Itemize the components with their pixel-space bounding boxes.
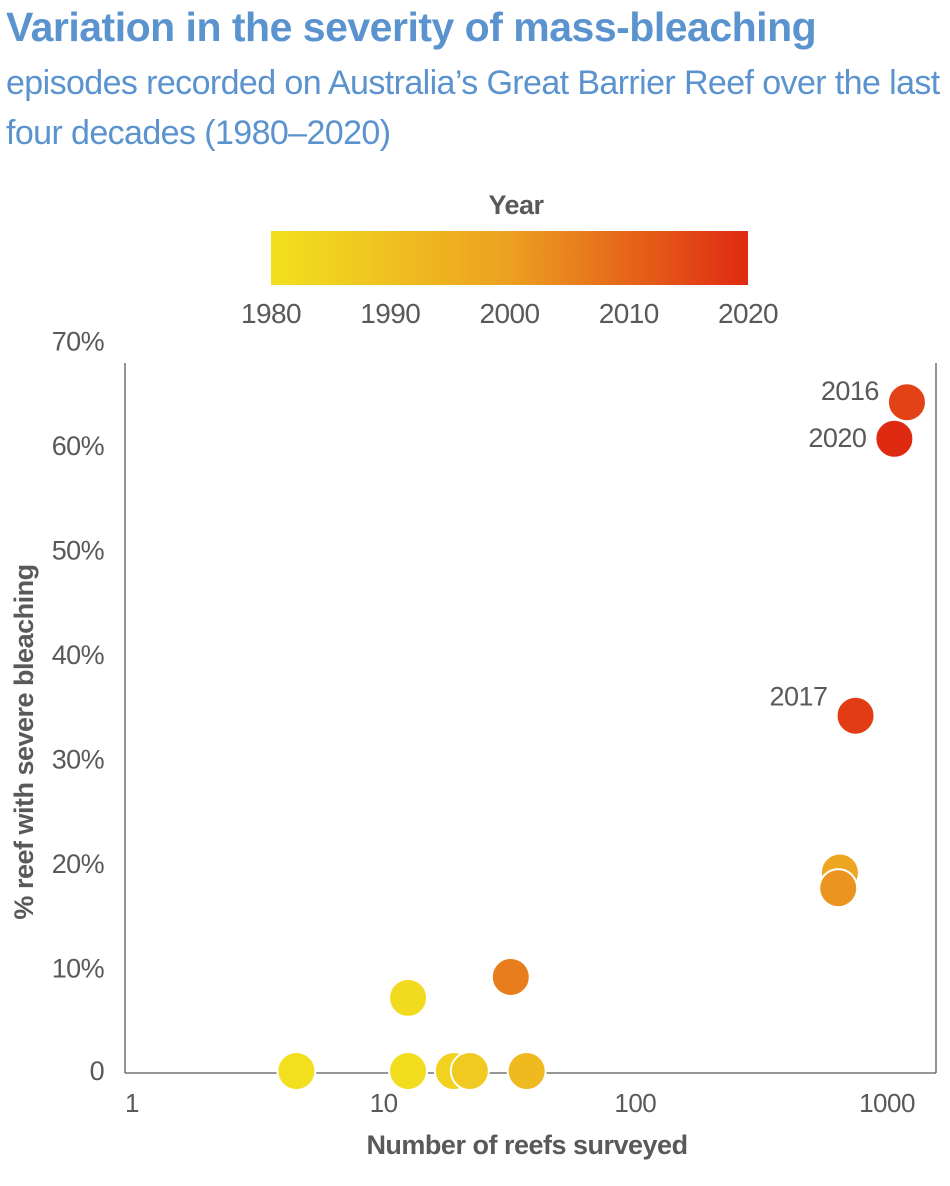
point-label: 2020 — [808, 423, 866, 453]
colorbar-ticks: 1980 1990 2000 2010 2020 — [241, 298, 779, 329]
colorbar-tick-label: 2000 — [480, 298, 540, 329]
data-point — [506, 1051, 547, 1091]
y-tick-labels: 0 10% 20% 30% 40% 50% 60% 70% — [52, 327, 105, 1087]
y-tick-label: 20% — [52, 849, 105, 879]
colorbar-tick-label: 2010 — [599, 298, 659, 329]
colorbar-tick-label: 1980 — [241, 298, 301, 329]
x-tick-label: 1 — [125, 1088, 139, 1118]
y-tick-label: 0 — [90, 1056, 104, 1086]
chart-title: Variation in the severity of mass-bleach… — [6, 4, 817, 50]
x-tick-label: 100 — [614, 1088, 656, 1118]
x-tick-labels: 1 10 100 1000 — [125, 1088, 915, 1118]
colorbar-tick-label: 1990 — [360, 298, 420, 329]
point-label: 2016 — [821, 376, 879, 406]
colorbar — [271, 231, 748, 285]
colorbar-tick-label: 2020 — [718, 298, 778, 329]
y-tick-label: 10% — [52, 954, 105, 984]
data-point — [886, 382, 927, 423]
data-points — [276, 382, 927, 1091]
data-point — [818, 868, 859, 909]
data-point — [490, 956, 531, 997]
data-point — [276, 1051, 317, 1091]
x-tick-label: 1000 — [859, 1088, 915, 1118]
data-point — [874, 418, 915, 459]
data-point — [388, 1051, 429, 1091]
y-tick-label: 40% — [52, 640, 105, 670]
data-point — [835, 695, 876, 736]
plot-axes — [124, 363, 937, 1074]
x-tick-label: 10 — [370, 1088, 398, 1118]
x-axis-title: Number of reefs surveyed — [366, 1130, 687, 1160]
chart-subtitle: episodes recorded on Australia’s Great B… — [6, 64, 940, 152]
point-labels: 2016 2017 2020 — [769, 376, 879, 712]
data-point — [388, 977, 429, 1018]
y-tick-label: 70% — [52, 327, 105, 357]
y-tick-label: 60% — [52, 431, 105, 461]
point-label: 2017 — [769, 682, 827, 712]
y-tick-label: 50% — [52, 536, 105, 566]
colorbar-title: Year — [488, 190, 544, 220]
data-point — [449, 1051, 490, 1091]
y-axis-title: % reef with severe bleaching — [9, 564, 39, 919]
y-tick-label: 30% — [52, 745, 105, 775]
